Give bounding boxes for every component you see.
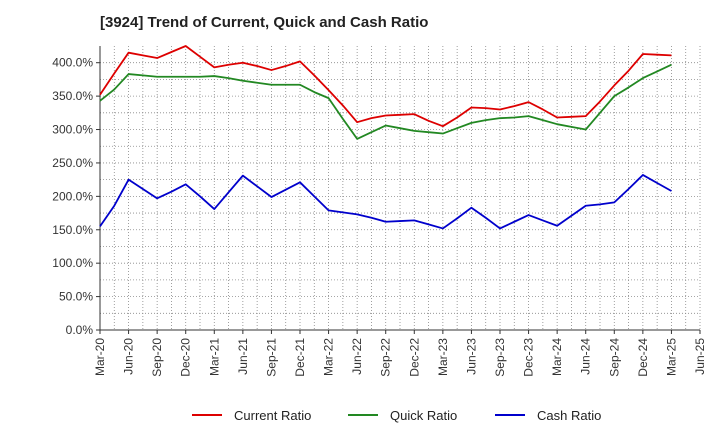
x-tick-label: Sep-21 (264, 338, 278, 377)
x-tick-label: Mar-24 (550, 338, 564, 376)
y-tick-label: 200.0% (52, 189, 93, 203)
x-tick-label: Sep-22 (379, 338, 393, 377)
y-tick-label: 50.0% (59, 290, 93, 304)
x-tick-label: Sep-24 (607, 338, 621, 377)
x-tick-label: Mar-23 (436, 338, 450, 376)
x-tick-label: Dec-20 (179, 338, 193, 377)
y-tick-label: 100.0% (52, 256, 93, 270)
chart-title: [3924] Trend of Current, Quick and Cash … (100, 14, 429, 31)
x-tick-label: Dec-23 (522, 338, 536, 377)
x-tick-label: Dec-24 (636, 338, 650, 377)
y-tick-label: 350.0% (52, 89, 93, 103)
y-tick-label: 150.0% (52, 223, 93, 237)
x-tick-label: Jun-23 (464, 338, 478, 375)
x-tick-label: Jun-20 (122, 338, 136, 375)
x-tick-label: Dec-21 (293, 338, 307, 377)
x-tick-label: Mar-21 (207, 338, 221, 376)
x-tick-label: Sep-23 (493, 338, 507, 377)
x-tick-label: Jun-24 (579, 338, 593, 375)
y-tick-label: 400.0% (52, 56, 93, 70)
x-tick-label: Mar-22 (322, 338, 336, 376)
x-tick-label: Mar-25 (664, 338, 678, 376)
x-tick-label: Dec-22 (407, 338, 421, 377)
y-tick-label: 0.0% (66, 323, 94, 337)
legend-label-current-ratio: Current Ratio (234, 408, 311, 423)
x-tick-label: Sep-20 (150, 338, 164, 377)
legend-label-cash-ratio: Cash Ratio (537, 408, 601, 423)
x-tick-label: Jun-21 (236, 338, 250, 375)
x-tick-label: Jun-25 (693, 338, 707, 375)
x-tick-label: Jun-22 (350, 338, 364, 375)
x-tick-label: Mar-20 (93, 338, 107, 376)
y-tick-label: 300.0% (52, 123, 93, 137)
y-tick-label: 250.0% (52, 156, 93, 170)
legend-label-quick-ratio: Quick Ratio (390, 408, 457, 423)
